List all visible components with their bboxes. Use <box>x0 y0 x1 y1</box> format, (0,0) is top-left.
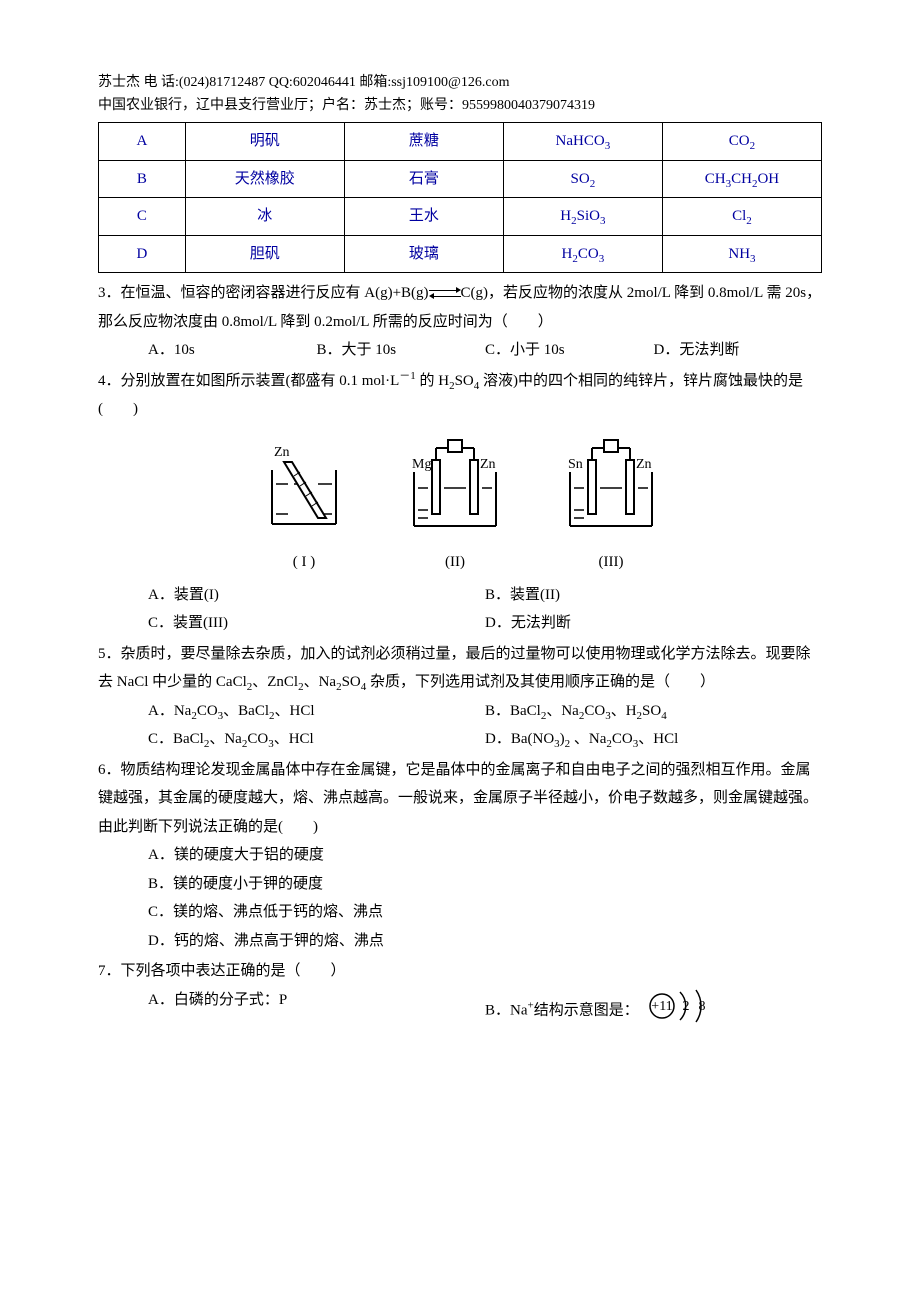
cell: H2CO3 <box>503 235 662 273</box>
options-table: A 明矾 蔗糖 NaHCO3 CO2 B 天然橡胶 石膏 SO2 CH3CH2O… <box>98 122 822 273</box>
q3-options: A．10s B．大于 10s C．小于 10s D．无法判断 <box>98 336 822 365</box>
q4-options-row1: A．装置(I) B．装置(II) <box>98 581 822 610</box>
cell: NH3 <box>662 235 821 273</box>
table-row: B 天然橡胶 石膏 SO2 CH3CH2OH <box>99 160 822 198</box>
cell: SO2 <box>503 160 662 198</box>
option-d: D．无法判断 <box>654 336 823 365</box>
option-a: A．装置(I) <box>148 581 485 610</box>
cell: NaHCO3 <box>503 123 662 161</box>
opt-label: D <box>99 235 186 273</box>
q5-options-row1: A．Na2CO3、BaCl2、HCl B．BaCl2、Na2CO3、H2SO4 <box>98 697 822 726</box>
option-b: B．装置(II) <box>485 581 822 610</box>
option-c: C．小于 10s <box>485 336 654 365</box>
option-c: C．镁的熔、沸点低于钙的熔、沸点 <box>98 898 822 927</box>
cell: Cl2 <box>662 198 821 236</box>
cell: 天然橡胶 <box>185 160 344 198</box>
svg-text:Mg: Mg <box>412 457 431 472</box>
cell: 石膏 <box>344 160 503 198</box>
header-contact: 苏士杰 电 话:(024)81712487 QQ:602046441 邮箱:ss… <box>98 72 822 93</box>
diagram-3: Sn Zn (III) <box>556 438 666 577</box>
cell: H2SiO3 <box>503 198 662 236</box>
document-page: 苏士杰 电 话:(024)81712487 QQ:602046441 邮箱:ss… <box>0 0 920 1076</box>
table-row: D 胆矾 玻璃 H2CO3 NH3 <box>99 235 822 273</box>
opt-label: B <box>99 160 186 198</box>
diagram-2: Mg Zn (II) <box>400 438 510 577</box>
q5-options-row2: C．BaCl2、Na2CO3、HCl D．Ba(NO3)2 、Na2CO3、HC… <box>98 725 822 754</box>
cell: CO2 <box>662 123 821 161</box>
option-d: D．无法判断 <box>485 609 822 638</box>
option-b: B．大于 10s <box>317 336 486 365</box>
option-a: A．镁的硬度大于铝的硬度 <box>98 841 822 870</box>
svg-text:2: 2 <box>683 999 690 1014</box>
question-7: 7．下列各项中表达正确的是（ ） <box>98 957 822 986</box>
question-5: 5．杂质时，要尽量除去杂质，加入的试剂必须稍过量，最后的过量物可以使用物理或化学… <box>98 640 822 697</box>
cell: 胆矾 <box>185 235 344 273</box>
cell: 蔗糖 <box>344 123 503 161</box>
diagram-label: (III) <box>556 548 666 577</box>
question-4: 4．分别放置在如图所示装置(都盛有 0.1 mol·L－1 的 H2SO4 溶液… <box>98 367 822 424</box>
q3-text-pre: 3．在恒温、恒容的密闭容器进行反应有 A(g)+B(g) <box>98 285 429 301</box>
option-d: D．Ba(NO3)2 、Na2CO3、HCl <box>485 725 822 754</box>
option-a: A．白磷的分子式：P <box>148 986 485 1037</box>
svg-text:Zn: Zn <box>480 457 496 472</box>
opt-label: A <box>99 123 186 161</box>
header-bank: 中国农业银行，辽中县支行营业厅；户名：苏士杰；账号：95599800403790… <box>98 95 822 116</box>
cell: 王水 <box>344 198 503 236</box>
equilibrium-arrows-icon <box>429 287 461 301</box>
question-3: 3．在恒温、恒容的密闭容器进行反应有 A(g)+B(g)C(g)，若反应物的浓度… <box>98 279 822 336</box>
option-a: A．10s <box>148 336 317 365</box>
diagram-label: ( I ) <box>254 548 354 577</box>
q7-options: A．白磷的分子式：P B．Na+结构示意图是： +11 2 8 <box>98 986 822 1037</box>
option-c: C．装置(III) <box>148 609 485 638</box>
cell: CH3CH2OH <box>662 160 821 198</box>
sodium-ion-diagram-icon: +11 2 8 <box>646 986 716 1037</box>
option-a: A．Na2CO3、BaCl2、HCl <box>148 697 485 726</box>
cell: 明矾 <box>185 123 344 161</box>
svg-text:8: 8 <box>699 999 706 1014</box>
question-6: 6．物质结构理论发现金属晶体中存在金属键，它是晶体中的金属离子和自由电子之间的强… <box>98 756 822 842</box>
opt-label: C <box>99 198 186 236</box>
option-b: B．Na+结构示意图是： +11 2 8 <box>485 986 822 1037</box>
cell: 玻璃 <box>344 235 503 273</box>
diagram-1: Zn ( I ) <box>254 438 354 577</box>
option-b: B．镁的硬度小于钾的硬度 <box>98 870 822 899</box>
option-b: B．BaCl2、Na2CO3、H2SO4 <box>485 697 822 726</box>
svg-text:Sn: Sn <box>568 457 583 472</box>
q4-diagrams: Zn ( I ) <box>98 438 822 577</box>
q4-options-row2: C．装置(III) D．无法判断 <box>98 609 822 638</box>
svg-text:Zn: Zn <box>636 457 652 472</box>
svg-text:Zn: Zn <box>274 445 290 460</box>
table-row: C 冰 王水 H2SiO3 Cl2 <box>99 198 822 236</box>
cell: 冰 <box>185 198 344 236</box>
table-row: A 明矾 蔗糖 NaHCO3 CO2 <box>99 123 822 161</box>
option-d: D．钙的熔、沸点高于钾的熔、沸点 <box>98 927 822 956</box>
option-c: C．BaCl2、Na2CO3、HCl <box>148 725 485 754</box>
svg-text:+11: +11 <box>652 999 673 1014</box>
diagram-label: (II) <box>400 548 510 577</box>
